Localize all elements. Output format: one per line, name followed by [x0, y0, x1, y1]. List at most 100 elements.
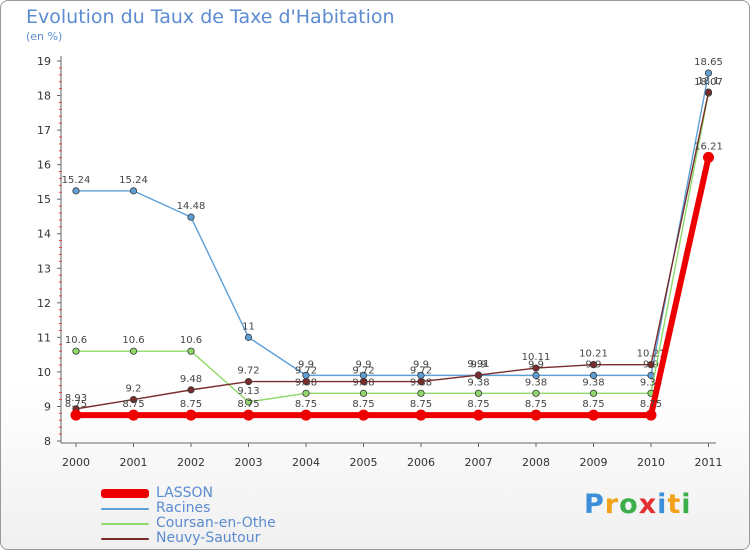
x-tick-label: 2010	[637, 456, 665, 469]
legend-item-lasson: LASSON	[101, 485, 401, 501]
x-tick-label: 2002	[177, 456, 205, 469]
legend-swatch-coursan	[101, 523, 149, 525]
data-label: 10.6	[122, 335, 144, 346]
legend-swatch-lasson	[101, 489, 149, 498]
data-label: 9.38	[467, 377, 489, 388]
data-point	[359, 377, 368, 386]
y-tick-label: 8	[44, 435, 51, 448]
data-label: 9.38	[582, 377, 604, 388]
data-label: 8.93	[65, 393, 87, 404]
logo-letter: r	[604, 489, 620, 520]
data-label: 18.65	[694, 57, 723, 68]
data-label: 8.75	[352, 399, 374, 410]
data-label: 9.38	[525, 377, 547, 388]
data-point	[359, 389, 368, 397]
data-label: 14.48	[177, 201, 206, 212]
data-point	[129, 347, 138, 355]
data-label: 9.9	[413, 359, 429, 370]
data-point	[244, 333, 253, 341]
data-label: 9.72	[237, 366, 259, 377]
logo-letter: x	[638, 489, 658, 520]
data-label: 10.6	[65, 335, 87, 346]
series-line-racines	[76, 72, 710, 377]
data-point	[474, 371, 483, 379]
x-tick-label: 2000	[62, 456, 90, 469]
legend-item-coursan: Coursan-en-Othe	[101, 515, 401, 531]
data-point	[129, 187, 138, 195]
x-tick-label: 2008	[522, 456, 550, 469]
x-tick-label: 2003	[235, 456, 263, 469]
data-label: 8.75	[410, 399, 432, 410]
y-tick-label: 14	[37, 228, 51, 241]
data-point	[128, 409, 139, 421]
data-point	[244, 398, 253, 406]
x-tick-label: 2001	[120, 456, 148, 469]
data-label: 18.07	[694, 77, 723, 88]
y-tick-label: 13	[37, 262, 51, 275]
data-point	[417, 377, 425, 386]
data-point	[473, 409, 484, 421]
data-label: 9.48	[180, 374, 202, 385]
data-point	[300, 409, 312, 421]
y-tick-label: 16	[37, 159, 51, 172]
logo-letter: P	[584, 489, 605, 520]
data-point	[358, 409, 369, 421]
data-label: 9.38	[640, 377, 662, 388]
data-label: 9.72	[410, 366, 432, 377]
data-label: 9.9	[356, 359, 372, 370]
data-label: 8.75	[237, 399, 259, 410]
data-label: 11	[242, 321, 255, 332]
data-point	[302, 377, 310, 386]
data-label: 10.11	[522, 352, 551, 363]
data-label: 10.21	[637, 349, 666, 360]
data-point	[302, 389, 310, 397]
y-tick-label: 18	[37, 90, 51, 103]
data-point	[243, 409, 254, 421]
y-tick-label: 17	[37, 124, 51, 137]
data-point	[417, 389, 425, 397]
logo-letter: i	[681, 489, 692, 520]
y-tick-label: 19	[37, 55, 51, 68]
series-line-coursan-en-othe	[76, 92, 710, 403]
data-label: 9.91	[467, 359, 489, 370]
data-point	[415, 409, 427, 421]
data-label: 8.75	[65, 399, 87, 410]
data-point	[645, 409, 657, 421]
data-label: 9.2	[126, 384, 142, 395]
data-point	[532, 389, 540, 397]
legend-swatch-neuvy	[101, 538, 149, 540]
data-point	[532, 371, 540, 379]
data-point	[532, 364, 540, 372]
y-tick-label: 9	[44, 400, 51, 413]
data-label: 10.21	[579, 349, 608, 360]
legend: LASSON Racines Coursan-en-Othe Neuvy-Sau…	[101, 485, 401, 546]
data-point	[187, 213, 195, 221]
data-label: 9.72	[352, 366, 374, 377]
data-point	[530, 409, 542, 421]
y-tick-label: 12	[37, 297, 51, 310]
data-point	[129, 395, 138, 404]
data-label: 18.1	[697, 76, 719, 87]
series-line-neuvy-sautour	[75, 91, 710, 410]
legend-label-racines: Racines	[156, 500, 211, 516]
data-label: 8.75	[582, 399, 604, 410]
data-point	[244, 377, 253, 386]
legend-item-racines: Racines	[101, 500, 401, 516]
data-point	[187, 347, 195, 355]
data-label: 8.75	[640, 399, 662, 410]
data-label: 9.9	[298, 359, 314, 370]
data-point	[72, 347, 80, 355]
data-point	[187, 386, 195, 394]
proxiti-logo: Proxiti	[584, 489, 692, 520]
legend-label-lasson: LASSON	[156, 485, 213, 501]
data-point	[647, 361, 655, 369]
data-point	[704, 88, 713, 96]
x-tick-label: 2005	[350, 456, 378, 469]
data-label: 8.75	[180, 399, 202, 410]
data-point	[70, 409, 82, 421]
data-label: 10.6	[180, 335, 202, 346]
logo-letter: i	[657, 489, 668, 520]
data-label: 8.75	[122, 399, 144, 410]
y-tick-label: 11	[37, 331, 51, 344]
